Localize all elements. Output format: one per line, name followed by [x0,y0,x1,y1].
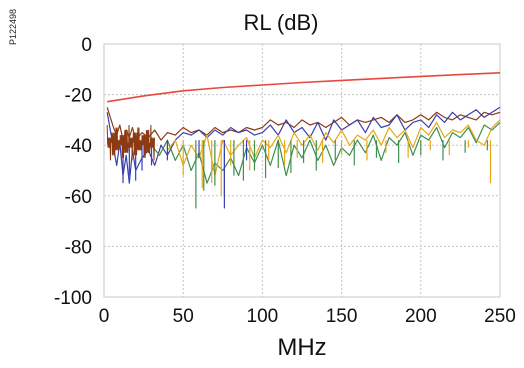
y-axis-ticks: 0 -20 -40 -60 -80 -100 [54,35,92,309]
series-line-0 [107,72,501,103]
y-tick-label-0: 0 [81,35,92,56]
x-axis-ticks: 0 50 100 150 200 250 [99,306,516,327]
figure-id: P122498 [8,9,18,45]
x-tick-label-5: 250 [484,306,516,327]
y-tick-label-3: -60 [65,187,92,208]
series-line-4 [166,119,501,177]
x-tick-label-3: 150 [326,306,358,327]
x-tick-label-4: 200 [405,306,437,327]
series-line-3 [151,121,501,184]
y-tick-label-5: -100 [54,288,92,309]
y-tick-label-1: -20 [65,86,92,107]
plot-area [103,43,501,298]
y-tick-label-4: -80 [65,237,92,258]
chart-title: RL (dB) [244,10,319,35]
x-tick-label-2: 100 [247,306,279,327]
noise-band [106,124,155,161]
data-layer [106,72,501,209]
x-tick-label-0: 0 [99,306,110,327]
y-tick-label-2: -40 [65,136,92,157]
x-axis-label: MHz [277,334,326,361]
x-tick-label-1: 50 [173,306,194,327]
